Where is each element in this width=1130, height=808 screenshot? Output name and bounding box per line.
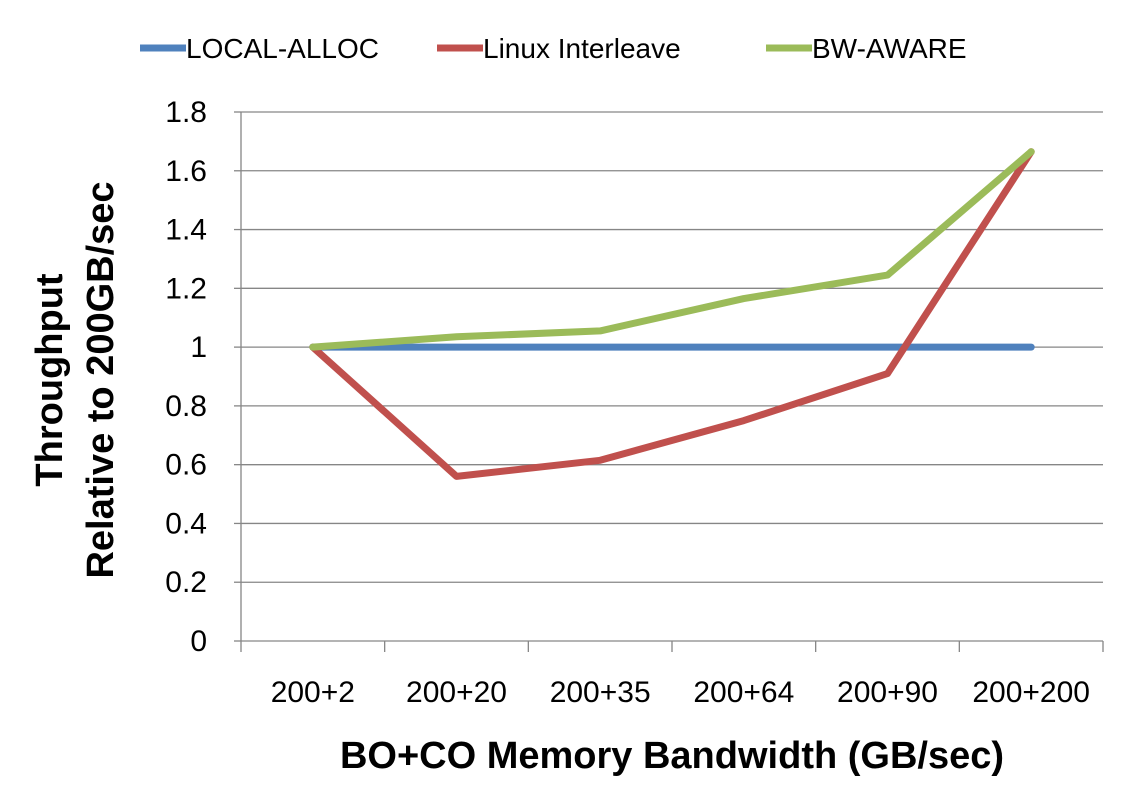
x-tick-label: 200+90 — [837, 676, 938, 709]
y-tick-label: 0 — [190, 625, 207, 658]
y-tick-label: 1.2 — [165, 272, 207, 305]
legend-label: BW-AWARE — [812, 33, 967, 64]
y-tick-labels: 0 0.2 0.4 0.6 0.8 1 1.2 1.4 1.6 1.8 — [165, 96, 207, 658]
y-tick-label: 1.4 — [165, 214, 207, 247]
series-line-bw-aware — [309, 148, 1035, 351]
legend: LOCAL-ALLOC Linux Interleave BW-AWARE — [140, 33, 967, 64]
series-lines — [309, 148, 1035, 480]
x-tick-label: 200+64 — [693, 676, 794, 709]
y-tick-label: 1 — [190, 331, 207, 364]
y-tick-label: 1.6 — [165, 155, 207, 188]
x-axis-title: BO+CO Memory Bandwidth (GB/sec) — [340, 735, 1004, 777]
y-tick-label: 1.8 — [165, 96, 207, 129]
y-tick-label: 0.4 — [165, 507, 207, 540]
x-tick-label: 200+2 — [271, 676, 355, 709]
legend-label: Linux Interleave — [483, 33, 681, 64]
x-tick-label: 200+200 — [972, 676, 1090, 709]
y-tick-label: 0.6 — [165, 449, 207, 482]
legend-label: LOCAL-ALLOC — [186, 33, 379, 64]
y-axis-title-line-2: Relative to 200GB/sec — [80, 181, 122, 578]
axes — [234, 111, 1104, 652]
x-tick-labels: 200+2 200+20 200+35 200+64 200+90 200+200 — [271, 676, 1090, 709]
x-tick-label: 200+20 — [406, 676, 507, 709]
y-axis-title-line-1: Throughput — [29, 273, 71, 486]
x-tick-label: 200+35 — [550, 676, 651, 709]
y-tick-label: 0.8 — [165, 390, 207, 423]
y-tick-label: 0.2 — [165, 566, 207, 599]
series-line-linux-interleave — [309, 148, 1035, 480]
y-axis-title: Throughput Relative to 200GB/sec — [29, 181, 122, 578]
